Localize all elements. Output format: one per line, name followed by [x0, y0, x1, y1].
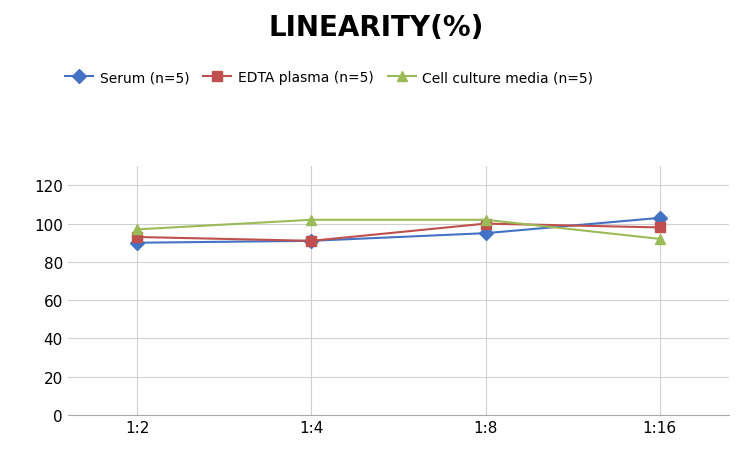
EDTA plasma (n=5) — [307, 239, 316, 244]
Cell culture media (n=5) — [655, 237, 664, 242]
Cell culture media (n=5) — [133, 227, 142, 233]
Legend: Serum (n=5), EDTA plasma (n=5), Cell culture media (n=5): Serum (n=5), EDTA plasma (n=5), Cell cul… — [59, 65, 599, 91]
EDTA plasma (n=5) — [655, 225, 664, 230]
Line: Cell culture media (n=5): Cell culture media (n=5) — [132, 216, 665, 244]
Serum (n=5) — [481, 231, 490, 236]
EDTA plasma (n=5) — [481, 221, 490, 227]
Serum (n=5) — [307, 239, 316, 244]
EDTA plasma (n=5) — [133, 235, 142, 240]
Cell culture media (n=5) — [307, 217, 316, 223]
Serum (n=5) — [133, 240, 142, 246]
Serum (n=5) — [655, 216, 664, 221]
Cell culture media (n=5) — [481, 217, 490, 223]
Line: Serum (n=5): Serum (n=5) — [132, 213, 665, 248]
Line: EDTA plasma (n=5): EDTA plasma (n=5) — [132, 219, 665, 246]
Text: LINEARITY(%): LINEARITY(%) — [268, 14, 484, 41]
